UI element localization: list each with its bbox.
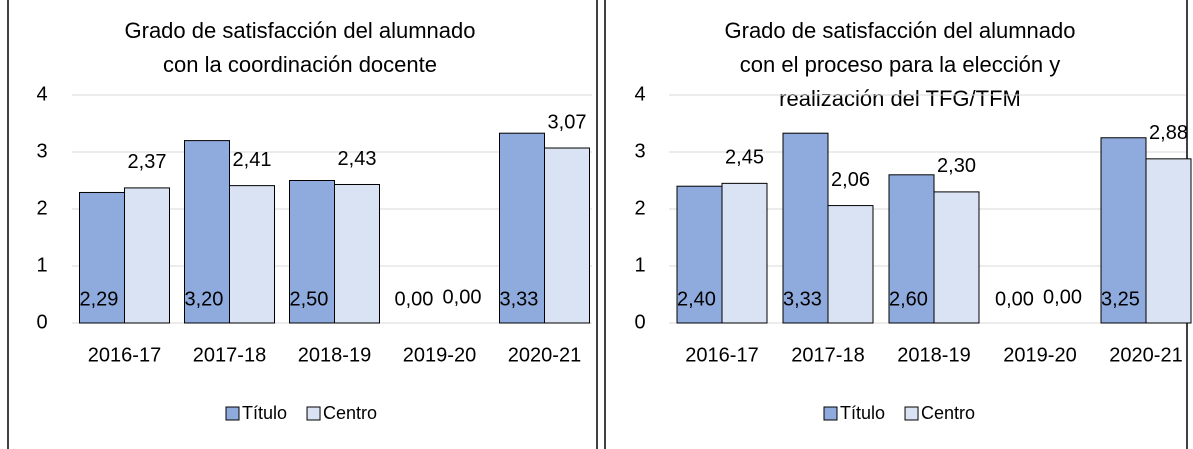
bar [1145, 158, 1192, 324]
legend-label: Título [840, 403, 885, 423]
legend-swatch [225, 406, 240, 421]
data-label: 2,40 [677, 288, 716, 310]
y-tick-label: 3 [634, 140, 645, 162]
bar [289, 180, 335, 324]
legend-label: Centro [921, 403, 975, 423]
chart-title: con el proceso para la elección y [740, 52, 1060, 77]
bar [721, 182, 768, 324]
y-tick-label: 4 [36, 83, 47, 105]
chart-title: Grado de satisfacción del alumnado [725, 18, 1076, 43]
y-tick-label: 1 [36, 254, 47, 276]
bar [334, 183, 380, 324]
x-tick-label: 2017-18 [791, 344, 864, 366]
data-label: 3,20 [185, 288, 224, 310]
bar [1100, 137, 1147, 324]
data-label: 2,43 [338, 148, 377, 170]
data-label: 2,60 [889, 288, 928, 310]
x-tick-label: 2019-20 [403, 344, 476, 366]
chart-title: realización del TFG/TFM [779, 86, 1021, 111]
data-label: 2,37 [128, 151, 167, 173]
y-tick-label: 2 [36, 197, 47, 219]
x-tick-label: 2020-21 [508, 344, 581, 366]
y-tick-label: 1 [634, 254, 645, 276]
data-label: 2,41 [233, 149, 272, 171]
legend-label: Título [242, 403, 287, 423]
legend-swatch [823, 406, 838, 421]
legend-swatch [306, 406, 321, 421]
chart-title: con la coordinación docente [163, 52, 437, 77]
data-label: 0,00 [395, 288, 434, 310]
data-label: 3,33 [500, 288, 539, 310]
y-tick-label: 2 [634, 197, 645, 219]
chart-title: Grado de satisfacción del alumnado [125, 18, 476, 43]
bar [184, 140, 230, 324]
legend-swatch [904, 406, 919, 421]
data-label: 3,25 [1101, 288, 1140, 310]
bar [933, 191, 980, 324]
data-label: 2,45 [725, 147, 764, 169]
bar [229, 185, 275, 324]
legend-label: Centro [323, 403, 377, 423]
x-tick-label: 2020-21 [1109, 344, 1182, 366]
data-label: 2,88 [1149, 122, 1188, 144]
x-tick-label: 2016-17 [685, 344, 758, 366]
data-label: 2,30 [937, 155, 976, 177]
bar [124, 187, 170, 324]
y-tick-label: 4 [634, 83, 645, 105]
bar [827, 205, 874, 324]
bar [888, 174, 935, 324]
data-label: 0,00 [1043, 286, 1082, 308]
data-label: 2,29 [80, 288, 119, 310]
data-label: 2,50 [290, 288, 329, 310]
data-label: 2,06 [831, 169, 870, 191]
y-tick-label: 0 [634, 311, 645, 333]
x-tick-label: 2017-18 [193, 344, 266, 366]
data-label: 3,33 [783, 288, 822, 310]
x-tick-label: 2016-17 [88, 344, 161, 366]
y-tick-label: 3 [36, 140, 47, 162]
bar [544, 147, 590, 324]
data-label: 0,00 [443, 286, 482, 308]
y-tick-label: 0 [36, 311, 47, 333]
data-label: 0,00 [995, 288, 1034, 310]
bar [499, 132, 545, 324]
bar [782, 132, 829, 324]
x-tick-label: 2019-20 [1003, 344, 1076, 366]
data-label: 3,07 [548, 111, 587, 133]
x-tick-label: 2018-19 [897, 344, 970, 366]
x-tick-label: 2018-19 [298, 344, 371, 366]
